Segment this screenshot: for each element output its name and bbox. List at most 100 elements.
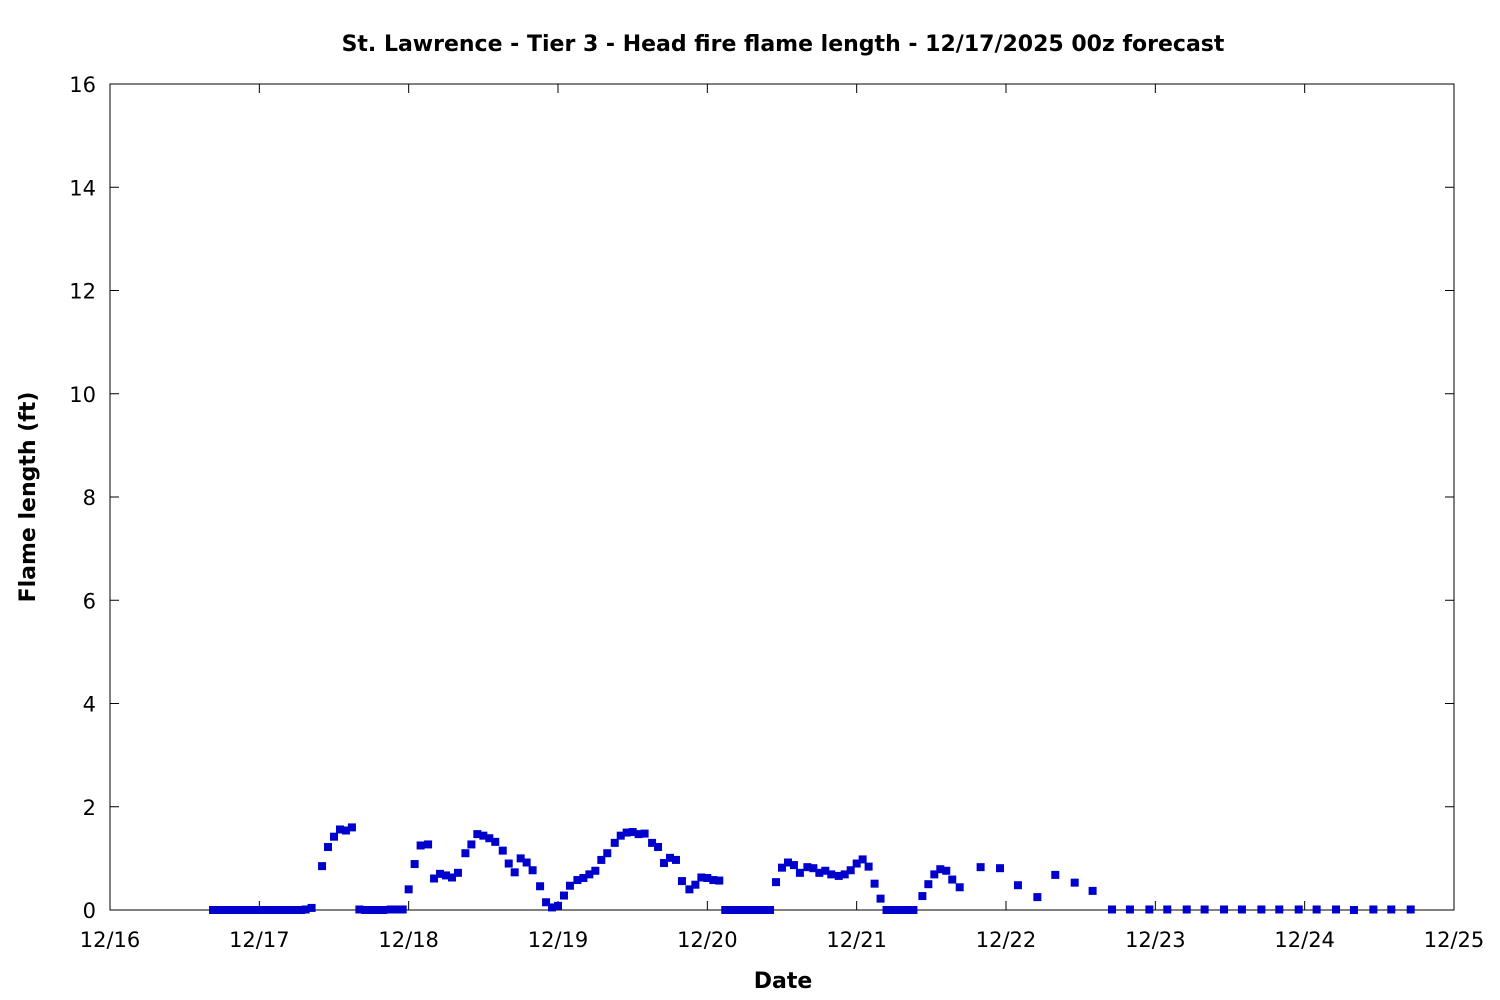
data-point [361, 906, 370, 914]
data-point [232, 906, 241, 914]
data-point [671, 855, 680, 864]
data-point [955, 883, 964, 892]
data-point [1312, 905, 1321, 914]
data-point [821, 866, 830, 875]
data-point [1145, 905, 1154, 914]
data-point [783, 858, 792, 867]
data-point [666, 853, 674, 862]
data-point [846, 866, 855, 875]
x-tick-label: 12/18 [378, 928, 439, 952]
data-point [930, 870, 939, 879]
data-point [461, 849, 470, 858]
data-point [292, 906, 301, 914]
data-point [610, 838, 619, 847]
data-point [554, 901, 562, 910]
data-point [691, 880, 700, 889]
data-point [616, 831, 625, 840]
data-point [1051, 870, 1060, 879]
data-point [542, 898, 551, 907]
x-tick-label: 12/23 [1125, 928, 1186, 952]
data-point [467, 840, 476, 849]
chart-title: St. Lawrence - Tier 3 - Head fire flame … [342, 32, 1225, 57]
data-point [479, 831, 488, 840]
x-tick-label: 12/25 [1424, 928, 1485, 952]
data-point [909, 906, 918, 914]
data-point [1163, 905, 1172, 914]
data-point [318, 862, 327, 871]
data-point [827, 870, 836, 879]
data-point [904, 906, 913, 914]
data-point [367, 906, 376, 914]
data-point [924, 880, 933, 889]
data-point [942, 866, 951, 875]
data-point [936, 865, 945, 874]
data-point [864, 862, 873, 871]
data-point [504, 859, 513, 868]
data-point [209, 906, 218, 914]
data-point [585, 870, 594, 879]
data-point [447, 873, 456, 882]
data-point [1070, 878, 1079, 887]
data-point [766, 906, 775, 914]
axis-ticks: 12/16 12/17 12/18 12/19 12/20 12/21 12/22 12/23… [69, 73, 1484, 952]
data-point [510, 868, 519, 877]
data-point [297, 906, 306, 914]
data-point [404, 885, 413, 894]
data-point [1088, 886, 1097, 895]
data-point [330, 832, 338, 841]
data-point [703, 873, 712, 882]
data-point [559, 891, 568, 900]
data-point [591, 866, 600, 875]
data-point [772, 878, 781, 887]
data-point [996, 864, 1005, 873]
data-point [895, 906, 904, 914]
data-point [453, 868, 462, 877]
data-point [573, 876, 582, 885]
data-point [307, 903, 316, 912]
data-point [976, 863, 985, 872]
data-point [597, 855, 606, 864]
data-point [1182, 905, 1191, 914]
data-point [1108, 905, 1117, 914]
data-point [255, 906, 264, 914]
data-point [715, 876, 724, 885]
data-point [436, 869, 445, 878]
data-point [858, 855, 867, 864]
data-point [852, 859, 861, 868]
data-point [565, 881, 574, 890]
data-point [246, 906, 255, 914]
y-tick-label: 4 [83, 693, 96, 717]
data-point [918, 892, 927, 901]
data-point [491, 837, 500, 846]
data-point [424, 840, 433, 849]
data-point [757, 906, 766, 914]
data-point [809, 864, 818, 873]
data-point [430, 874, 439, 883]
data-point [882, 906, 891, 914]
data-point [1033, 893, 1042, 902]
data-point [815, 868, 824, 877]
y-tick-label: 2 [83, 796, 96, 820]
data-point [870, 879, 879, 888]
data-point [628, 828, 637, 837]
data-point [730, 906, 739, 914]
data-point [347, 823, 356, 832]
data-point [752, 906, 761, 914]
data-point [1220, 905, 1229, 914]
data-point [1406, 905, 1415, 914]
y-axis-title: Flame length (ft) [16, 392, 41, 603]
data-point [721, 906, 730, 914]
data-point [1275, 905, 1284, 914]
data-point [876, 894, 885, 903]
data-point [442, 871, 450, 880]
data-point [1125, 905, 1134, 914]
y-tick-label: 12 [69, 280, 96, 304]
data-point [324, 843, 333, 852]
data-point [654, 843, 663, 852]
data-point [386, 905, 395, 914]
data-point [485, 834, 494, 843]
data-point [685, 885, 694, 894]
data-point [237, 906, 246, 914]
data-point [677, 877, 686, 886]
